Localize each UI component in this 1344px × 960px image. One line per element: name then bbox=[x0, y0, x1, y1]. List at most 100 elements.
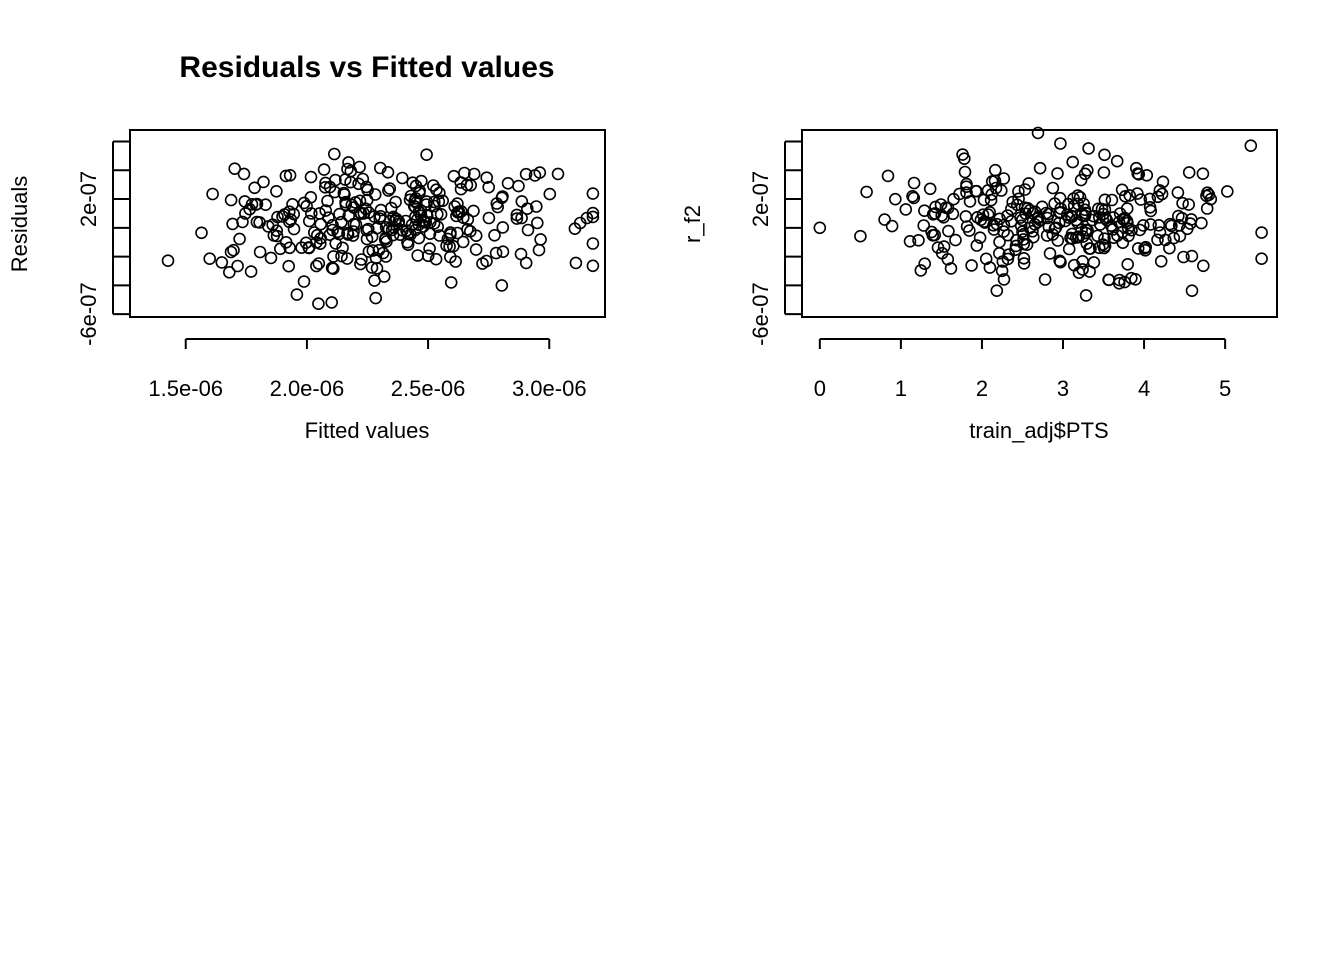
data-point bbox=[957, 152, 971, 165]
data-point bbox=[322, 211, 335, 224]
x-axis: 0 1 2 3 4 5 bbox=[814, 338, 1231, 401]
data-point bbox=[1017, 233, 1030, 246]
data-point bbox=[860, 185, 873, 199]
data-point bbox=[334, 215, 348, 229]
data-point bbox=[332, 227, 346, 241]
data-point bbox=[248, 181, 261, 195]
data-point bbox=[381, 166, 395, 179]
data-point bbox=[1066, 155, 1079, 169]
data-point bbox=[1195, 216, 1208, 230]
data-point bbox=[283, 169, 297, 182]
data-point bbox=[496, 221, 510, 234]
data-point bbox=[1046, 228, 1060, 241]
data-point bbox=[333, 207, 346, 221]
data-point bbox=[317, 163, 331, 176]
data-point bbox=[420, 148, 433, 161]
data-point bbox=[1033, 161, 1047, 175]
data-point bbox=[480, 171, 494, 184]
data-point bbox=[1163, 217, 1177, 231]
data-point bbox=[990, 217, 1004, 231]
data-point bbox=[1131, 242, 1145, 255]
scatter-points bbox=[813, 126, 1268, 302]
data-point bbox=[231, 259, 244, 273]
data-point bbox=[433, 186, 446, 200]
data-point bbox=[413, 186, 426, 200]
data-point bbox=[1014, 219, 1028, 233]
data-point bbox=[988, 163, 1002, 177]
data-point bbox=[1082, 142, 1095, 155]
data-point bbox=[304, 170, 318, 184]
data-point bbox=[426, 179, 440, 192]
data-point bbox=[279, 169, 293, 183]
data-point bbox=[1048, 222, 1062, 235]
data-point bbox=[297, 275, 311, 288]
data-point bbox=[1091, 229, 1104, 243]
data-point bbox=[878, 213, 891, 226]
data-point bbox=[529, 200, 543, 213]
data-point bbox=[203, 252, 216, 266]
x-tick-label: 1 bbox=[895, 376, 907, 401]
data-point bbox=[1121, 257, 1134, 271]
data-point bbox=[1051, 167, 1064, 180]
data-point bbox=[1042, 220, 1056, 234]
data-point bbox=[489, 246, 503, 260]
data-point bbox=[937, 240, 951, 253]
data-point bbox=[327, 147, 341, 161]
data-point bbox=[1017, 237, 1031, 251]
y-tick-label: 2e-07 bbox=[76, 171, 101, 227]
data-point bbox=[1078, 167, 1092, 181]
data-point bbox=[336, 241, 349, 255]
data-point bbox=[519, 167, 533, 181]
data-point bbox=[1018, 183, 1032, 196]
data-point bbox=[942, 224, 955, 238]
x-tick-label: 0 bbox=[814, 376, 826, 401]
data-point bbox=[290, 288, 304, 301]
data-point bbox=[1153, 226, 1167, 239]
data-point bbox=[215, 256, 229, 269]
data-point bbox=[586, 259, 600, 273]
data-point bbox=[1131, 167, 1144, 180]
data-point bbox=[1084, 242, 1097, 255]
data-point bbox=[903, 235, 917, 248]
data-point bbox=[423, 242, 436, 255]
data-point bbox=[997, 172, 1011, 185]
data-point bbox=[993, 235, 1006, 249]
data-point bbox=[1119, 190, 1132, 203]
data-point bbox=[161, 254, 175, 268]
data-point bbox=[329, 173, 342, 187]
data-point bbox=[414, 209, 428, 223]
data-point bbox=[423, 216, 437, 229]
data-point bbox=[411, 249, 425, 262]
data-point bbox=[414, 174, 428, 188]
data-point bbox=[314, 217, 328, 231]
data-point bbox=[1098, 232, 1111, 245]
data-point bbox=[480, 254, 493, 268]
data-point bbox=[1113, 207, 1127, 220]
data-point bbox=[349, 218, 363, 231]
data-point bbox=[1177, 250, 1190, 264]
data-point bbox=[917, 219, 931, 232]
data-point bbox=[496, 245, 510, 258]
data-point bbox=[408, 210, 422, 224]
data-point bbox=[914, 264, 928, 277]
data-point bbox=[406, 176, 420, 189]
data-point bbox=[1017, 257, 1031, 270]
data-point bbox=[1154, 254, 1168, 268]
data-point bbox=[244, 265, 258, 278]
data-point bbox=[973, 231, 987, 244]
data-point bbox=[521, 223, 535, 237]
data-point bbox=[243, 202, 256, 216]
data-point bbox=[983, 206, 997, 219]
data-point bbox=[970, 184, 983, 198]
data-point bbox=[1023, 203, 1037, 217]
data-point bbox=[228, 162, 241, 175]
x-axis: 1.5e-06 2.0e-06 2.5e-06 3.0e-06 bbox=[148, 338, 587, 401]
data-point bbox=[881, 169, 895, 183]
data-point bbox=[374, 203, 388, 217]
data-point bbox=[1182, 198, 1195, 211]
data-point bbox=[1015, 213, 1029, 227]
data-point bbox=[360, 193, 374, 207]
x-tick-label: 2.0e-06 bbox=[270, 376, 345, 401]
data-point bbox=[362, 206, 376, 219]
data-point bbox=[514, 247, 528, 261]
